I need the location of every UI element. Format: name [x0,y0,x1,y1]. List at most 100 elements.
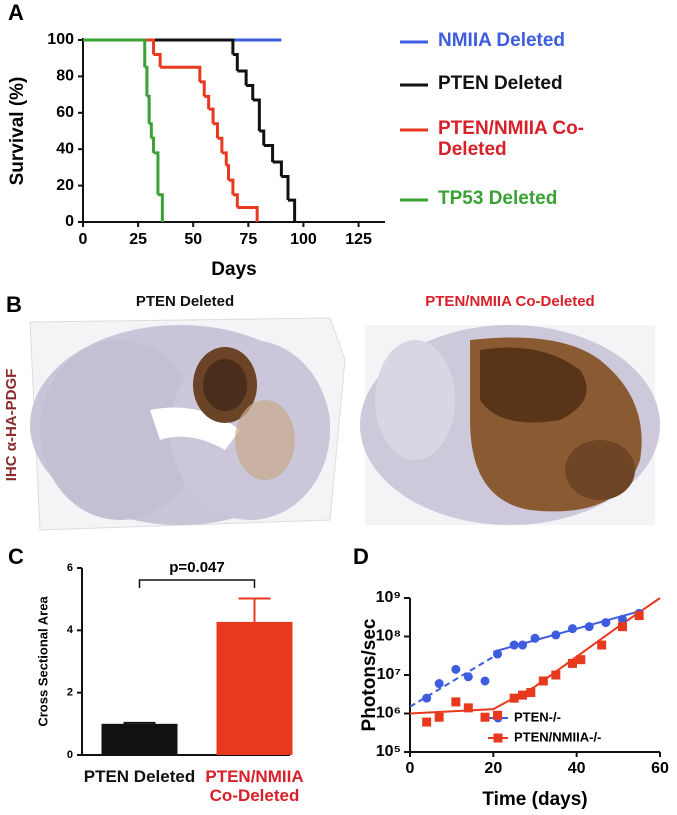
x-tick-label: 40 [568,760,586,777]
survival-step [217,136,224,153]
point [434,679,444,689]
point [551,670,561,680]
survival-step [149,122,153,139]
legend-label: PTEN-/- [514,709,561,724]
point [422,693,432,703]
image-title: PTEN/NMIIA Co-Deleted [425,293,595,310]
legend-label: TP53 Deleted [438,188,558,209]
survival-step [237,69,248,86]
y-tick-label: 10⁸ [376,628,401,645]
panel-letter: B [6,292,22,317]
survival-step [259,129,266,146]
point [518,690,527,700]
legend-marker [493,733,503,743]
x-tick-label: 0 [406,760,415,777]
survival-step [237,205,259,222]
x-tick-label: 20 [484,760,502,777]
point [568,658,577,668]
legend-label: PTEN Deleted [438,73,563,94]
y-tick-label: 4 [67,624,74,636]
survival-step [151,136,156,153]
point [518,640,527,650]
y-axis-label: Photons/sec [359,618,380,731]
point [509,693,519,703]
point [434,712,444,722]
survival-step [228,178,235,195]
survival-step [157,193,164,222]
y-axis-label: Survival (%) [7,77,28,186]
x-tick-label: 25 [129,231,147,248]
point [463,703,473,713]
point [601,618,611,628]
survival-step [144,65,149,97]
x-axis-label: Time (days) [482,789,587,810]
x-tick-label: 75 [239,231,257,248]
x-tick-label: 100 [290,231,317,248]
point [618,622,627,632]
histology-right [360,325,660,525]
survival-step [272,160,283,177]
point [526,688,536,698]
y-tick-label: 0 [65,213,74,230]
survival-step [246,84,255,101]
survival-step [252,98,261,131]
panel-letter: D [353,544,369,569]
y-tick-label: 0 [67,749,73,761]
bar [101,723,178,755]
y-tick-label: 6 [67,562,73,574]
point [451,697,461,707]
legend-label: PTEN/NMIIA-/- [514,729,601,744]
error-bar [238,597,271,622]
point [584,622,594,632]
legend-label: NMIIA Deleted [438,30,566,51]
survival-step [263,144,275,162]
survival-step [232,53,239,71]
point [493,649,502,659]
survival-step [83,38,147,68]
point [493,710,502,720]
panel-letter: A [8,0,24,25]
y-tick-label: 60 [56,104,74,121]
survival-step [213,122,219,139]
x-tick-label: 0 [79,231,88,248]
x-tick-label: 60 [651,760,669,777]
survival-step [153,53,162,68]
survival-step [146,94,151,124]
survival-step [204,94,211,110]
y-axis-label: Cross Sectional Area [35,596,50,727]
survival-step [226,164,230,181]
y-tick-label: 20 [56,177,74,194]
x-tick-label: PTEN/NMIIA Co-Deleted [205,767,304,805]
point [576,655,586,665]
survival-step [232,193,239,208]
error-bar [123,721,156,724]
side-label: IHC α-HA-PDGF [3,369,20,482]
point [463,672,473,682]
point [422,717,432,727]
bar [216,621,293,755]
y-tick-label: 10⁷ [377,666,401,683]
survival-step [208,107,215,124]
significance-bracket [138,579,256,588]
point [568,624,577,634]
point [597,640,607,650]
x-tick-label: 125 [345,231,372,248]
annotation: p=0.047 [169,559,224,576]
survival-step [221,151,228,166]
survival-step [281,175,290,201]
x-axis-label: Days [211,259,256,280]
survival-step [288,198,297,222]
y-tick-label: 2 [67,687,73,699]
point [480,712,490,722]
point [551,630,561,640]
image-title: PTEN Deleted [135,293,235,310]
y-tick-label: 10⁵ [376,743,401,760]
x-tick-label: PTEN Deleted [83,767,196,786]
survival-step [199,80,206,97]
y-tick-label: 40 [56,140,74,157]
point [451,664,461,674]
y-tick-label: 100 [47,31,74,48]
point [480,676,490,686]
